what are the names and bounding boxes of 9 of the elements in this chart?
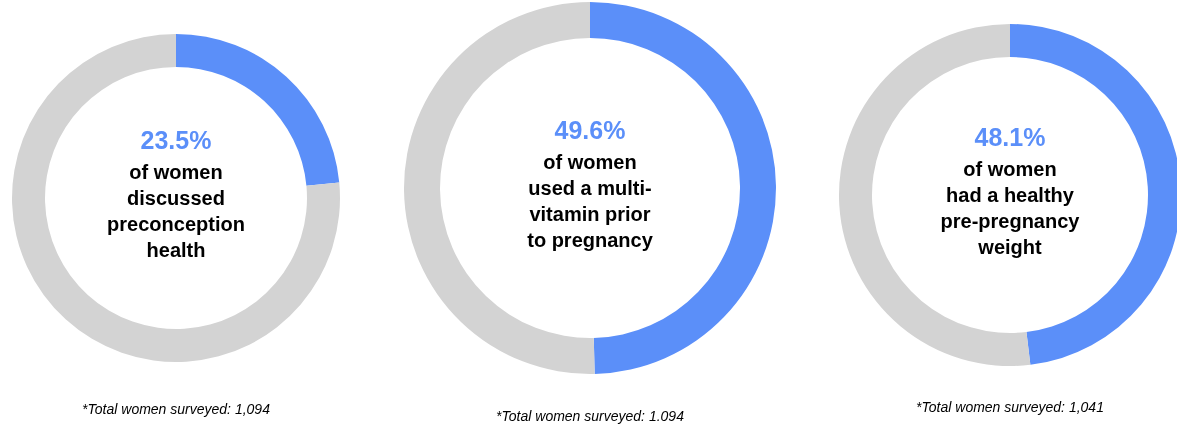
data-label: 48.1% (974, 123, 1046, 151)
data-label: 23.5% (140, 126, 212, 154)
text: *Total women surveyed: 1,041 (916, 399, 1104, 415)
text: of women used a multi- vitamin prior to pregnancy (527, 151, 654, 251)
text: of women discussed preconception health (107, 161, 245, 261)
text: *Total women surveyed: 1.094 (496, 408, 685, 424)
text: of women had a healthy pre-pregnancy weight (940, 158, 1081, 258)
text: *Total women surveyed: 1,094 (82, 401, 271, 417)
data-label: 49.6% (554, 116, 626, 144)
